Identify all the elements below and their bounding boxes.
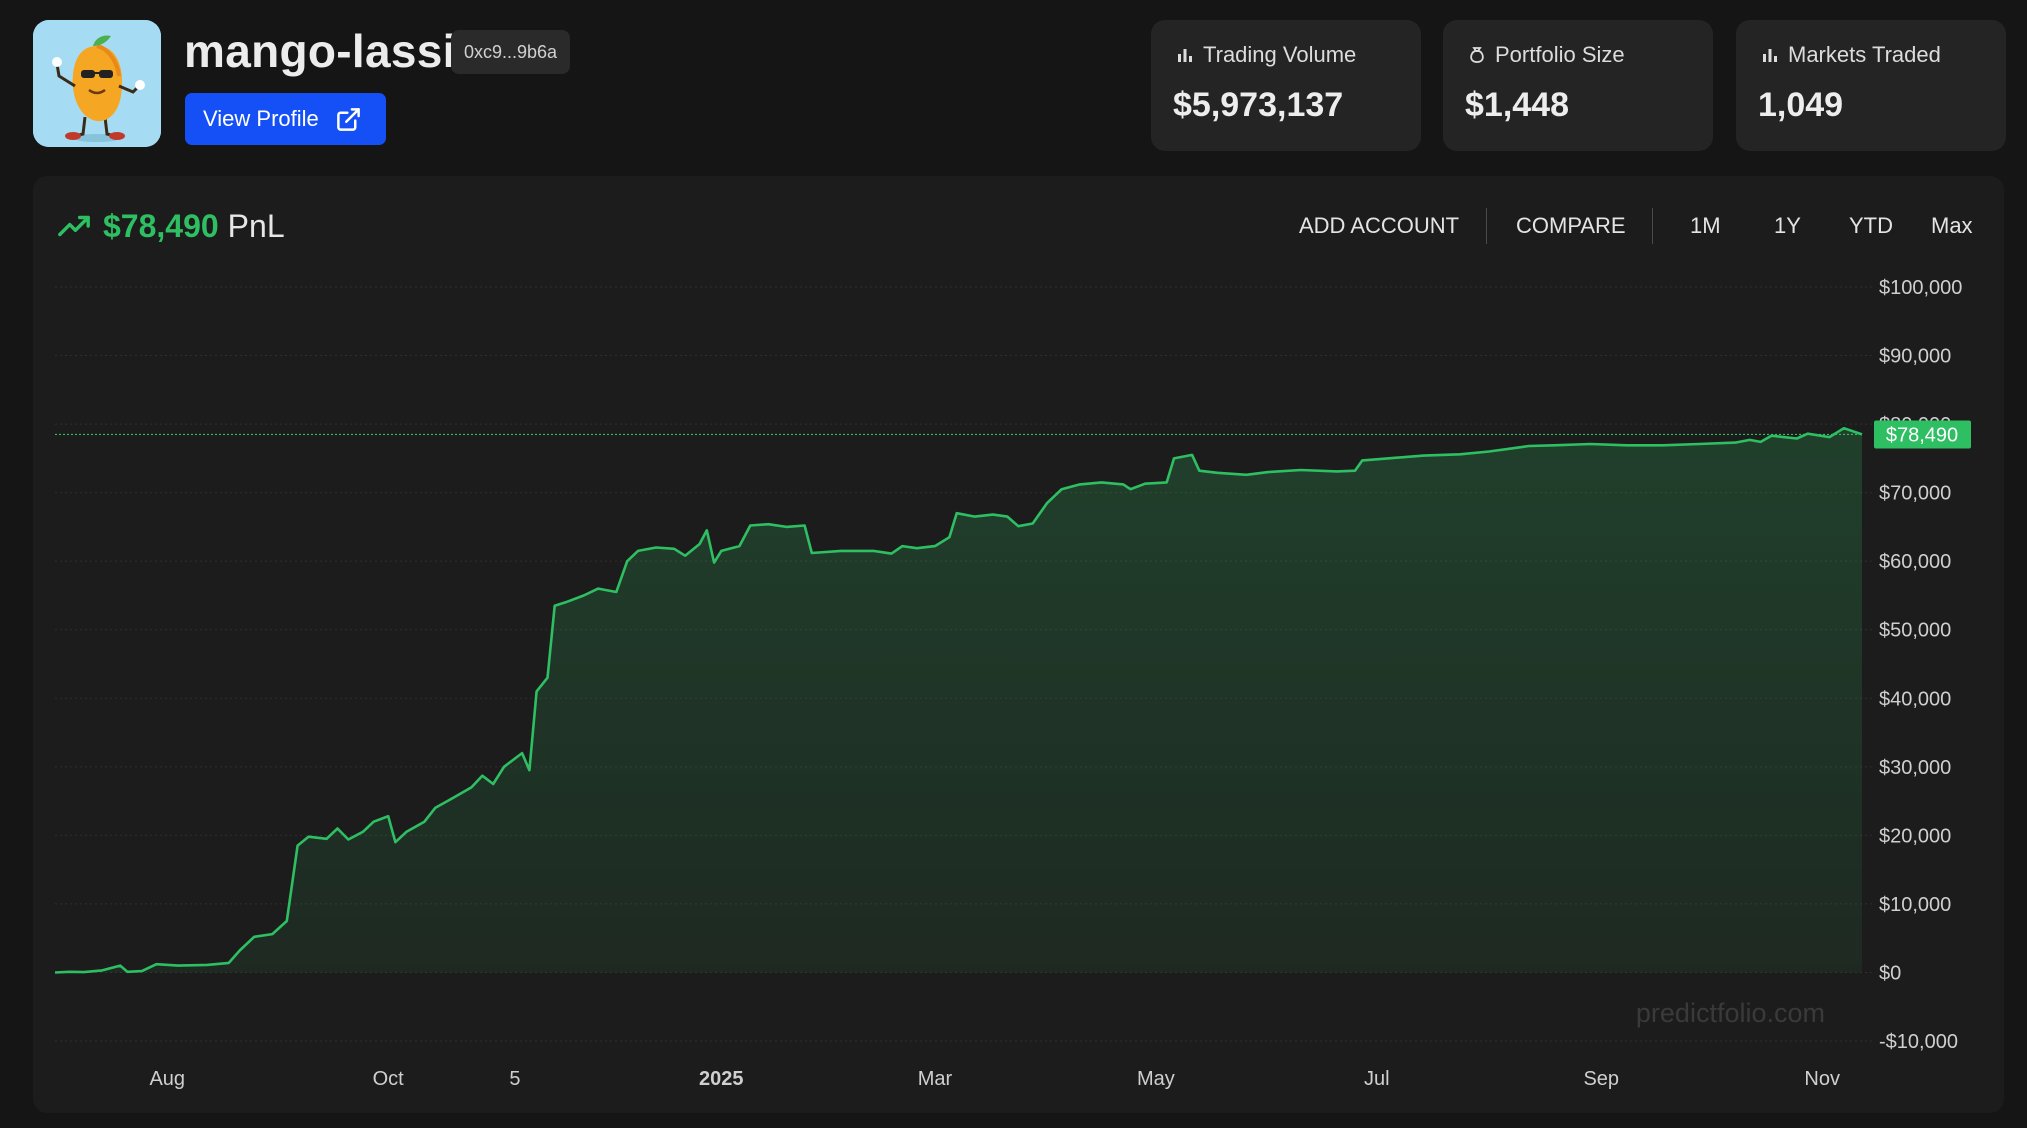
range-1m-button[interactable]: 1M <box>1690 213 1721 238</box>
money-bag-icon <box>1467 45 1487 65</box>
range-ytd-button[interactable]: YTD <box>1849 213 1893 238</box>
y-tick-label: $10,000 <box>1879 894 1951 916</box>
username: mango-lassi <box>184 25 456 77</box>
stat-card-portfolio-size: Portfolio Size $1,448 <box>1443 20 1713 151</box>
y-tick-label: $90,000 <box>1879 346 1951 368</box>
toolbar-divider <box>1486 208 1487 244</box>
x-tick-label: Jul <box>1364 1068 1390 1090</box>
external-link-icon <box>335 106 362 133</box>
avatar <box>33 20 161 147</box>
profile-header: mango-lassi 0xc9...9b6a View Profile Tra… <box>0 0 2027 176</box>
stat-card-trading-volume: Trading Volume $5,973,137 <box>1151 20 1421 151</box>
wallet-address-badge[interactable]: 0xc9...9b6a <box>451 30 571 74</box>
stat-label: Markets Traded <box>1788 42 1941 67</box>
x-tick-label: Sep <box>1583 1068 1619 1090</box>
range-max-button[interactable]: Max <box>1931 213 1973 238</box>
stat-label: Portfolio Size <box>1495 42 1625 67</box>
chart-toolbar: ADD ACCOUNT COMPARE 1M 1Y YTD Max <box>33 206 2004 246</box>
bar-chart-icon <box>1175 45 1195 65</box>
view-profile-label: View Profile <box>203 106 319 131</box>
y-tick-label: $20,000 <box>1879 825 1951 847</box>
y-tick-label: $100,000 <box>1879 277 1962 299</box>
y-tick-label: -$10,000 <box>1879 1031 1958 1053</box>
stat-value: $5,973,137 <box>1173 86 1344 124</box>
stat-label: Trading Volume <box>1203 42 1357 67</box>
y-tick-label: $60,000 <box>1879 551 1951 573</box>
pnl-area <box>55 428 1862 973</box>
compare-button[interactable]: COMPARE <box>1516 213 1626 238</box>
pnl-line <box>54 426 1863 974</box>
pnl-chart[interactable]: $100,000$90,000$80,000$70,000$60,000$50,… <box>33 176 2004 1113</box>
toolbar-divider <box>1652 208 1653 244</box>
stat-value: 1,049 <box>1758 86 1844 124</box>
y-tick-label: $50,000 <box>1879 620 1951 642</box>
pnl-summary: $78,490 PnL <box>57 206 285 246</box>
y-tick-label: $70,000 <box>1879 483 1951 505</box>
x-tick-label: Mar <box>918 1068 953 1090</box>
pnl-suffix: PnL <box>227 207 285 244</box>
x-tick-label: Aug <box>149 1068 185 1090</box>
add-account-button[interactable]: ADD ACCOUNT <box>1299 213 1460 238</box>
view-profile-button[interactable]: View Profile <box>185 93 386 145</box>
stat-value: $1,448 <box>1465 86 1569 124</box>
current-value-badge <box>1874 420 1971 449</box>
stat-card-markets-traded: Markets Traded 1,049 <box>1736 20 2006 151</box>
x-tick-label: 2025 <box>699 1068 744 1090</box>
trending-up-icon <box>57 209 91 243</box>
x-tick-label: 5 <box>509 1068 520 1090</box>
x-tick-label: May <box>1137 1068 1175 1090</box>
range-1y-button[interactable]: 1Y <box>1774 213 1801 238</box>
current-value-label: $78,490 <box>1886 424 1958 446</box>
x-tick-label: Oct <box>373 1068 405 1090</box>
watermark: predictfolio.com <box>1636 998 1825 1028</box>
y-tick-label: $40,000 <box>1879 688 1951 710</box>
mango-mascot-icon <box>33 20 161 147</box>
pnl-value: $78,490 <box>103 207 219 244</box>
bar-chart-icon <box>1760 45 1780 65</box>
x-tick-label: Nov <box>1804 1068 1840 1090</box>
y-tick-label: $0 <box>1879 962 1901 984</box>
pnl-chart-panel: $100,000$90,000$80,000$70,000$60,000$50,… <box>33 176 2004 1113</box>
y-tick-label: $30,000 <box>1879 757 1951 779</box>
